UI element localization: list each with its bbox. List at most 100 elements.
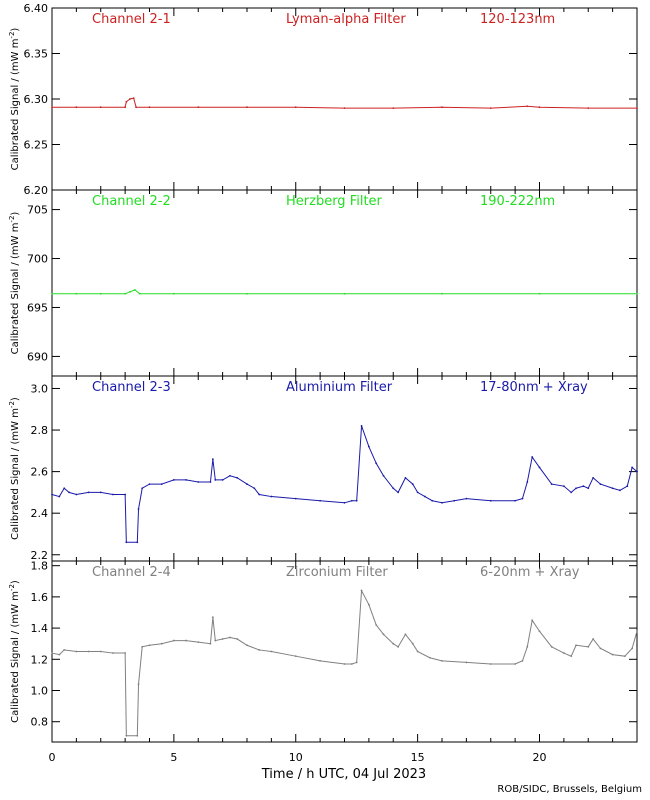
data-point	[51, 106, 53, 109]
data-point	[160, 483, 163, 485]
data-point	[582, 485, 585, 488]
y-tick-label: 2.6	[31, 466, 49, 479]
data-point	[141, 645, 144, 648]
channel-label: Channel 2-1	[92, 12, 171, 27]
data-point	[129, 290, 131, 293]
data-point	[382, 633, 385, 636]
data-point	[229, 474, 231, 477]
panel-3: 2.2 2.4 2.6 2.8 3.0 Calibrated Signal / (mW m…	[8, 375, 638, 562]
data-point	[441, 106, 443, 109]
data-point	[636, 470, 638, 473]
data-point	[124, 493, 127, 496]
data-point	[375, 462, 378, 465]
data-point	[124, 652, 127, 654]
data-point	[137, 683, 140, 686]
filter-label: Aluminium Filter	[286, 380, 393, 395]
y-tick-label: 6.20	[24, 184, 49, 197]
data-point	[258, 493, 261, 496]
plot-frame	[51, 7, 638, 191]
data-point	[619, 489, 621, 492]
data-point	[489, 107, 492, 109]
data-point	[112, 493, 114, 496]
plot-frame	[51, 189, 638, 377]
data-point	[209, 642, 212, 645]
data-point	[431, 499, 434, 502]
data-point	[138, 292, 141, 295]
data-point	[58, 495, 61, 498]
y-axis-title: Calibrated Signal / (mW m-2)	[8, 580, 21, 723]
y-tick-label: 705	[27, 204, 48, 217]
data-point	[514, 499, 517, 502]
y-tick-label: 3.0	[31, 382, 49, 395]
data-point	[160, 642, 163, 645]
y-axis-title-superscript: -2	[8, 584, 16, 591]
data-point	[214, 639, 217, 642]
data-point	[236, 638, 239, 640]
data-point	[531, 619, 534, 622]
data-point	[489, 663, 492, 665]
y-tick-label: 1.4	[31, 622, 49, 635]
y-tick-label: 1.6	[31, 591, 49, 604]
data-point	[172, 639, 175, 642]
data-point	[221, 479, 224, 481]
channel-label: Channel 2-3	[92, 380, 171, 395]
data-point	[136, 734, 139, 737]
data-point	[521, 659, 524, 662]
data-point	[526, 481, 529, 483]
data-point	[229, 636, 231, 639]
data-point	[355, 499, 358, 502]
data-point	[75, 106, 78, 109]
data-point	[197, 106, 200, 109]
y-tick-label: 2.2	[31, 549, 49, 562]
data-point	[611, 487, 614, 490]
x-tick-label: 15	[411, 751, 425, 764]
y-tick-label: 1.0	[31, 685, 49, 698]
data-point	[87, 650, 90, 653]
data-point	[550, 483, 553, 485]
y-tick-label: 1.8	[31, 560, 49, 573]
data-point	[51, 652, 53, 654]
data-point	[294, 497, 297, 500]
wavelength-label: 17-80nm + Xray	[480, 380, 588, 395]
data-point	[636, 292, 638, 295]
data-point	[404, 476, 407, 479]
y-axis-title-main: Calibrated Signal / (mW m	[10, 39, 21, 171]
data-point	[575, 644, 577, 647]
data-point	[367, 603, 370, 606]
data-point	[397, 645, 400, 648]
data-point	[172, 479, 175, 481]
data-point	[599, 647, 602, 650]
data-point	[360, 424, 363, 427]
data-point	[319, 499, 322, 502]
series-line	[51, 588, 638, 737]
data-point	[75, 493, 78, 496]
data-point	[562, 652, 565, 654]
y-tick-label: 6.40	[24, 2, 49, 15]
channel-label: Channel 2-2	[92, 194, 171, 209]
data-point	[416, 650, 419, 653]
data-point	[270, 650, 273, 653]
x-tick-label: 10	[289, 751, 303, 764]
channel-label: Channel 2-4	[92, 565, 171, 580]
data-point	[489, 499, 492, 502]
data-point	[592, 476, 595, 479]
data-point	[124, 106, 127, 109]
data-point	[133, 288, 136, 291]
data-point	[570, 491, 573, 494]
data-point	[526, 645, 529, 648]
data-point	[382, 474, 385, 477]
data-point	[58, 653, 61, 656]
data-point	[137, 508, 140, 510]
data-point	[253, 487, 256, 490]
filter-label: Herzberg Filter	[286, 194, 383, 209]
data-point	[350, 499, 353, 502]
data-point	[185, 479, 187, 481]
data-point	[404, 633, 407, 636]
data-point	[623, 655, 626, 658]
data-point	[75, 292, 78, 295]
data-point	[465, 497, 468, 500]
data-point	[343, 292, 346, 295]
data-point	[246, 292, 248, 295]
data-point	[592, 638, 595, 640]
